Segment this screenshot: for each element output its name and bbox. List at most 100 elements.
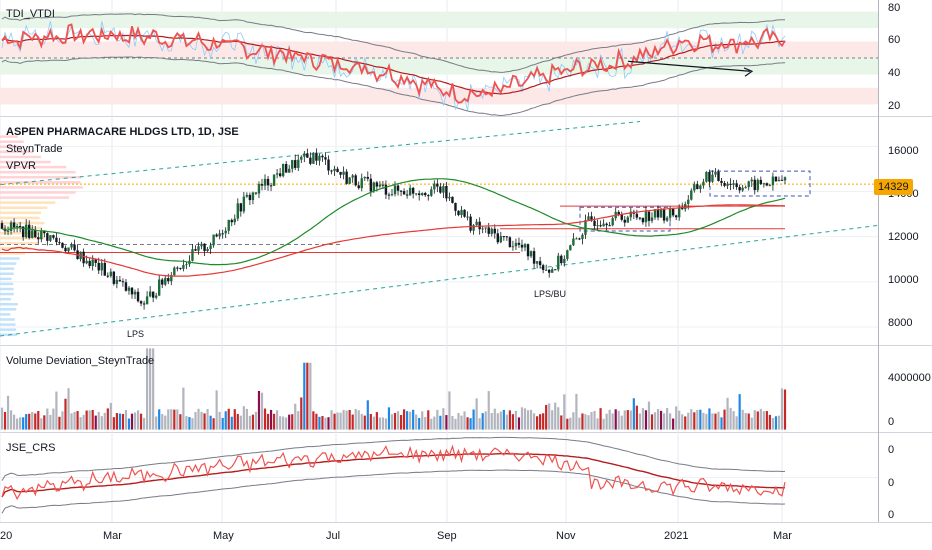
candle-body — [363, 176, 366, 179]
candle-body — [765, 183, 769, 186]
candle-body — [720, 180, 723, 183]
candle-body — [762, 183, 766, 185]
candle-body — [517, 242, 521, 245]
candle-body — [278, 173, 282, 177]
volume-bar — [572, 412, 575, 430]
candle-body — [257, 184, 261, 194]
volume-bar — [121, 413, 125, 430]
candle-body — [590, 216, 593, 221]
vpvr-bar — [0, 272, 14, 276]
volume-bar — [644, 410, 648, 430]
candle-body — [242, 196, 246, 212]
tdi-title: TDI_VTDI — [6, 8, 55, 20]
volume-bar — [124, 409, 128, 430]
candle-body — [693, 184, 696, 191]
candle-body — [306, 153, 309, 158]
candle-body — [130, 287, 134, 295]
volume-bar — [279, 416, 282, 430]
volume-bar — [149, 348, 152, 430]
volume-bar — [605, 413, 608, 430]
candle-body — [73, 244, 76, 251]
volume-bar — [708, 408, 711, 430]
volume-bar — [133, 412, 137, 430]
volume-bar — [774, 416, 778, 430]
volume-bar — [684, 416, 687, 430]
volume-bar — [705, 413, 708, 430]
candle-body — [94, 259, 97, 263]
volume-bar — [55, 391, 58, 430]
volume-bar — [106, 408, 109, 430]
candle-body — [445, 186, 448, 199]
candle-body — [529, 251, 533, 257]
volume-bar — [542, 413, 545, 430]
volume-bar — [6, 395, 10, 430]
candle-body — [708, 171, 711, 182]
volume-bar — [641, 408, 645, 430]
volume-bar — [336, 412, 339, 430]
candle-body — [303, 153, 306, 157]
volume-bar — [248, 415, 251, 430]
volume-bar — [765, 411, 768, 430]
volume-bar — [387, 407, 391, 430]
volume-bar — [88, 410, 91, 430]
volume-bar — [285, 417, 288, 430]
tdi-ytick: 80 — [888, 2, 901, 14]
volume-bar — [294, 403, 297, 430]
volume-bar — [342, 409, 345, 430]
volume-bar — [263, 408, 267, 430]
volume-bar — [161, 414, 164, 430]
volume-bar — [499, 411, 502, 430]
volume-bar — [136, 410, 140, 430]
volume-bar — [614, 409, 617, 430]
candle-body — [502, 236, 506, 238]
tdi-zone-green — [0, 58, 878, 75]
candle-body — [64, 247, 67, 252]
candle-body — [620, 214, 623, 220]
candle-body — [297, 159, 300, 168]
candle-body — [239, 203, 243, 212]
candle-body — [173, 267, 176, 276]
volume-bar — [557, 407, 560, 430]
candle-body — [635, 213, 639, 218]
candle-body — [439, 186, 442, 193]
volume-bar — [164, 415, 167, 430]
volume-bar — [678, 410, 681, 430]
candle-body — [572, 238, 575, 246]
candle-body — [771, 176, 775, 186]
candle-body — [167, 278, 170, 282]
crs-upper-band — [1, 436, 786, 481]
candle-body — [690, 190, 693, 200]
vpvr-bar — [0, 257, 20, 260]
candle-body — [626, 217, 629, 223]
candle-body — [520, 244, 524, 248]
candle-body — [372, 182, 376, 192]
annotation-lps-bu: LPS/BU — [534, 289, 567, 299]
volume-bar — [726, 397, 729, 430]
candle-body — [463, 209, 466, 217]
volume-bar — [393, 412, 397, 430]
volume-bar — [563, 394, 566, 430]
candle-body — [417, 193, 421, 196]
volume-bar — [233, 409, 236, 430]
candle-body — [330, 170, 333, 172]
volume-bar — [170, 409, 173, 430]
candle-body — [215, 234, 218, 237]
candle-body — [541, 265, 545, 270]
volume-bar — [514, 410, 518, 430]
volume-bar — [188, 417, 191, 430]
volume-bar — [702, 412, 705, 430]
candle-body — [414, 193, 418, 195]
candle-body — [759, 179, 763, 184]
candle-body — [142, 303, 146, 305]
volume-bar — [750, 417, 753, 430]
x-label: Jul — [326, 530, 341, 542]
vpvr-bar — [0, 155, 41, 159]
candle-body — [263, 178, 267, 186]
candle-body — [671, 208, 675, 216]
volume-bar — [526, 410, 530, 430]
candle-body — [197, 246, 200, 251]
candle-body — [9, 222, 13, 231]
volume-bar — [339, 412, 342, 430]
candle-body — [674, 215, 678, 218]
candle-body — [629, 211, 633, 218]
